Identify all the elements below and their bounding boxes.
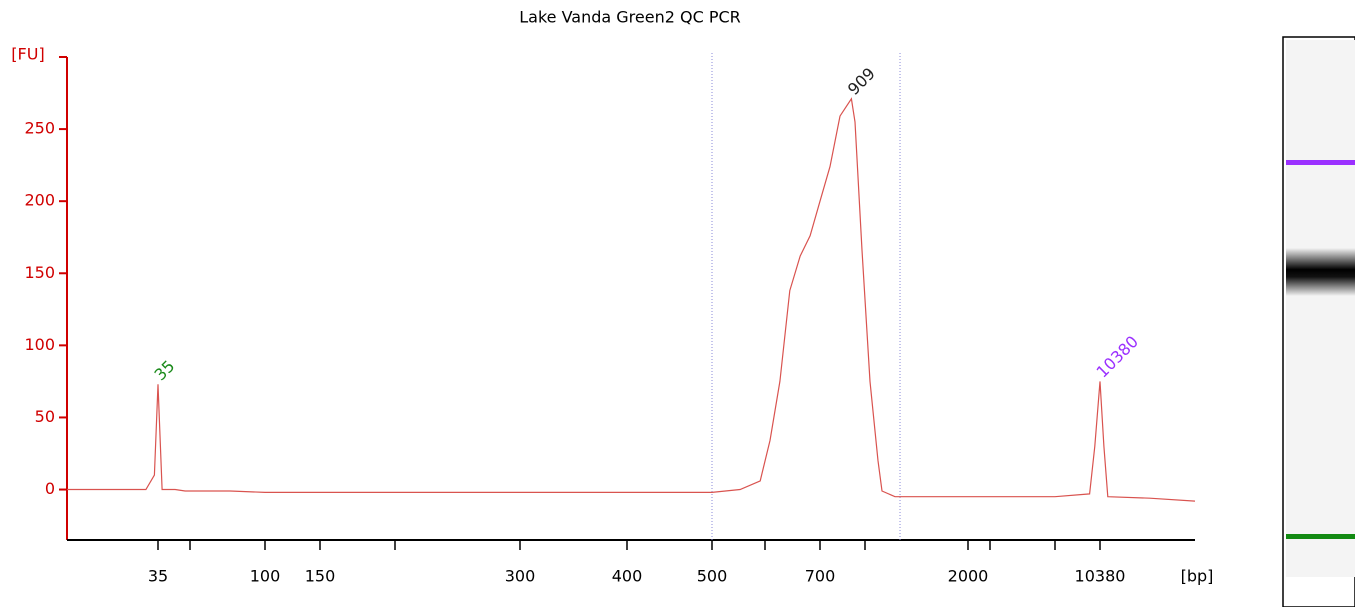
chart-title: Lake Vanda Green2 QC PCR xyxy=(519,8,741,27)
x-tick-label: 100 xyxy=(250,567,281,586)
x-tick-label: 300 xyxy=(505,567,536,586)
gel-lane xyxy=(1282,36,1355,608)
x-tick-label: 700 xyxy=(805,567,836,586)
x-axis-label: [bp] xyxy=(1181,567,1214,586)
peak-label: 909 xyxy=(844,64,879,99)
x-tick-label: 10380 xyxy=(1075,567,1126,586)
y-tick-label: 150 xyxy=(24,263,55,282)
gel-background xyxy=(1286,40,1355,577)
x-tick-label: 35 xyxy=(148,567,168,586)
y-tick-label: 200 xyxy=(24,191,55,210)
x-tick-label: 2000 xyxy=(948,567,989,586)
x-tick-label: 400 xyxy=(612,567,643,586)
y-tick-label: 250 xyxy=(24,119,55,138)
x-tick-label: 150 xyxy=(305,567,336,586)
y-axis-label: [FU] xyxy=(11,45,44,64)
gel-band-sample xyxy=(1286,248,1355,296)
y-tick-label: 0 xyxy=(45,479,55,498)
x-tick-label: 500 xyxy=(697,567,728,586)
y-tick-label: 50 xyxy=(35,407,55,426)
trace-line xyxy=(67,97,1196,502)
y-tick-label: 100 xyxy=(24,335,55,354)
gel-band-lower-marker xyxy=(1286,534,1355,539)
peak-label: 10380 xyxy=(1093,332,1142,381)
peak-label: 35 xyxy=(151,356,179,384)
gel-band-upper-marker xyxy=(1286,160,1355,165)
